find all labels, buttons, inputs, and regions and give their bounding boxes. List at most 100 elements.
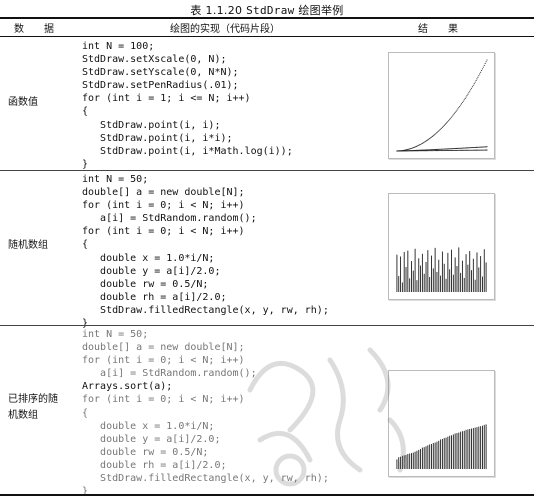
bar [485, 262, 487, 292]
bar [461, 431, 463, 469]
bar [425, 261, 427, 292]
bar [432, 443, 434, 469]
row-label-random: 随机数组 [8, 240, 48, 251]
data-point [457, 147, 459, 149]
data-point [439, 150, 441, 152]
data-point [446, 149, 448, 152]
data-point [454, 112, 456, 114]
bar [431, 255, 432, 292]
data-point [441, 148, 443, 150]
watermark-seal [247, 347, 406, 487]
data-point [450, 116, 453, 118]
data-point [482, 66, 484, 68]
code-line: { [82, 407, 89, 419]
data-point [473, 83, 475, 85]
bar [421, 447, 423, 469]
data-point [450, 149, 452, 151]
data-point [397, 150, 399, 152]
data-point [405, 150, 407, 152]
bar [451, 249, 452, 292]
data-point [410, 150, 413, 152]
data-point [429, 137, 431, 140]
bar [474, 279, 476, 293]
data-point [447, 148, 449, 150]
bar [454, 433, 456, 469]
data-point [418, 144, 420, 146]
bar [458, 432, 460, 469]
bar [416, 450, 418, 469]
bar [478, 426, 480, 469]
code-line: for (int i = 0; i < N; i++) [82, 394, 245, 406]
data-point [483, 149, 485, 151]
bar [429, 276, 431, 292]
bar [476, 252, 478, 292]
sorted-array-chart [396, 424, 487, 470]
data-point [448, 149, 450, 152]
bar [416, 280, 418, 292]
data-point [434, 148, 436, 151]
data-point [431, 149, 433, 151]
code-line: StdDraw.setYscale(0, N*N); [82, 67, 239, 79]
data-point [468, 149, 470, 151]
bar [485, 424, 487, 469]
bar [427, 445, 429, 469]
data-point [437, 150, 439, 152]
code-line: StdDraw.point(i, i*Math.log(i)); [82, 145, 293, 157]
bar [431, 443, 432, 469]
data-point [433, 149, 435, 151]
bar [451, 435, 452, 469]
data-point [476, 146, 478, 148]
data-point [449, 118, 451, 120]
bar [447, 436, 449, 469]
data-point [451, 149, 453, 151]
data-point [474, 81, 476, 83]
data-point [448, 119, 450, 121]
data-point [430, 136, 433, 138]
data-point [404, 150, 406, 152]
bar [407, 250, 409, 292]
data-point [438, 150, 440, 152]
data-point [457, 108, 459, 110]
data-point [429, 149, 431, 151]
bar [409, 453, 411, 469]
code-line: } [82, 318, 89, 330]
data-point [459, 149, 461, 151]
bar [438, 259, 440, 292]
bar [409, 278, 411, 292]
data-point [470, 89, 472, 91]
data-point [456, 147, 458, 149]
bar [476, 427, 478, 469]
bar [483, 424, 485, 469]
data-point [439, 148, 441, 150]
data-point [413, 149, 415, 151]
data-point [460, 104, 462, 106]
data-point [469, 149, 471, 151]
data-point [458, 107, 460, 109]
data-point [410, 148, 412, 150]
data-point [480, 149, 482, 151]
data-point [445, 122, 447, 125]
data-point [427, 139, 429, 141]
data-point [470, 149, 473, 151]
data-point [470, 87, 473, 89]
data-point [402, 150, 404, 152]
code-line: a[i] = StdRandom.random(); [82, 368, 257, 380]
bar [463, 430, 465, 469]
data-point [468, 92, 470, 94]
data-point [465, 147, 467, 149]
data-point [415, 149, 417, 151]
bar [445, 437, 447, 469]
code-line: Arrays.sort(a); [82, 381, 173, 393]
data-point [479, 73, 481, 75]
data-point [461, 101, 463, 104]
function-values-chart [396, 59, 488, 152]
bar [478, 267, 480, 292]
data-point [418, 149, 420, 151]
code-line: StdDraw.setXscale(0, N); [82, 54, 227, 66]
data-point [436, 132, 438, 134]
data-point [479, 146, 481, 148]
data-point [430, 137, 432, 139]
data-point [438, 130, 440, 132]
data-point [452, 149, 454, 151]
data-point [449, 148, 451, 150]
